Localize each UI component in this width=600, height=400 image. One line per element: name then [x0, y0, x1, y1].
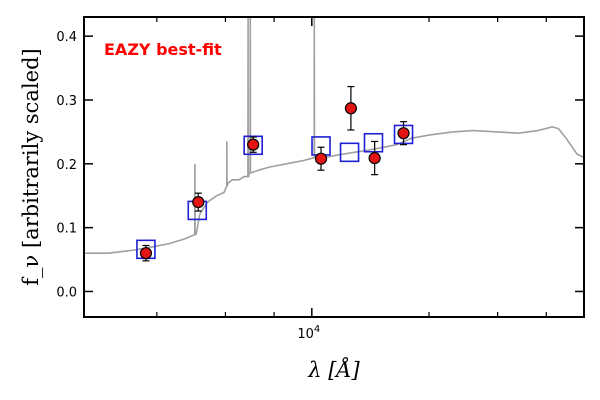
x-axis-title: λ [Å] [307, 357, 360, 382]
y-tick-label: 0.1 [56, 222, 77, 237]
observed-flux-point [368, 140, 381, 176]
observed-flux-marker [314, 152, 328, 165]
observed-flux-marker [368, 151, 381, 165]
observed-flux-point [192, 192, 205, 212]
model-flux-marker [339, 142, 360, 163]
observed-flux-marker [247, 138, 260, 151]
y-axis-title: f_ν [arbitrarily scaled] [19, 48, 43, 285]
observed-flux-marker [397, 127, 410, 140]
observed-flux-point [397, 121, 410, 146]
observed-flux-point [344, 85, 357, 131]
y-tick-label: 0.3 [56, 94, 77, 109]
fit-annotation: EAZY best-fit [104, 40, 222, 59]
y-tick-label: 0.4 [56, 30, 77, 45]
model-flux-marker [243, 135, 263, 156]
plot-frame [83, 16, 585, 318]
sed-line [84, 17, 584, 254]
observed-flux-marker [192, 196, 205, 209]
model-flux-marker [363, 132, 384, 153]
x-axis-label: λ [Å] [307, 357, 360, 382]
observed-flux-point [139, 244, 153, 262]
x-tick-label: 104 [297, 324, 320, 342]
observed-flux-marker [344, 102, 357, 115]
y-tick-label: 0.2 [56, 158, 77, 173]
observed-flux-marker [139, 247, 153, 260]
observed-flux-point [314, 146, 328, 171]
plot-area [84, 17, 584, 262]
y-tick-label: 0.0 [56, 285, 77, 300]
axes: 0.0 0.1 0.2 0.3 0.4 104 [56, 17, 584, 342]
y-axis-label: f_ν [arbitrarily scaled] [19, 48, 43, 285]
observed-flux-point [247, 136, 260, 153]
